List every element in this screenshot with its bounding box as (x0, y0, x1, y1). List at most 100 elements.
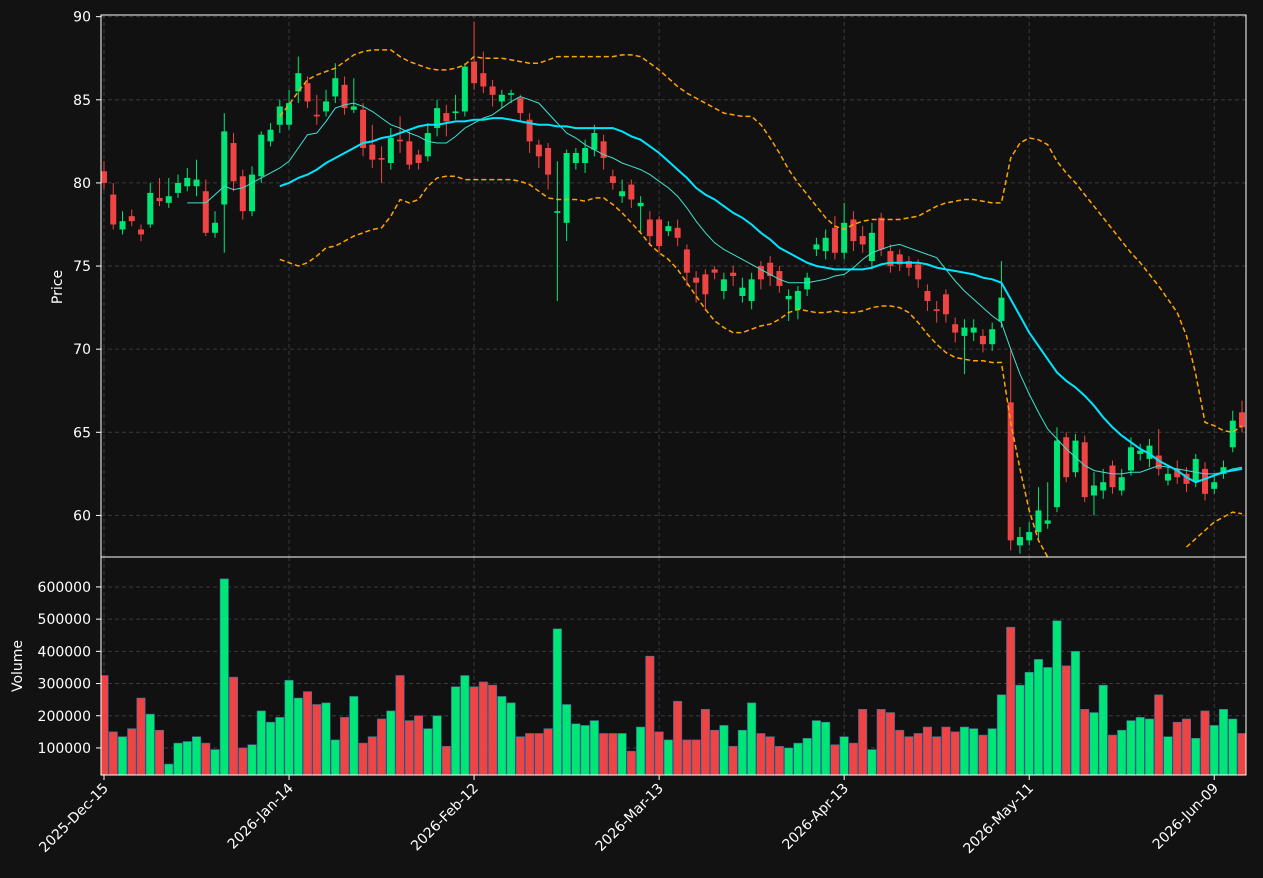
volume-bar (1006, 626, 1016, 775)
volume-bar (1163, 736, 1173, 775)
candle-body (221, 131, 228, 205)
candle-body (526, 119, 533, 142)
volume-bar (497, 696, 507, 775)
candle-body (1044, 520, 1051, 524)
y-tick-label: 300000 (38, 677, 91, 693)
y-tick-label: 60 (73, 508, 91, 524)
candle-body (961, 327, 968, 336)
y-tick-label: 400000 (38, 644, 91, 660)
volume-bar (219, 578, 229, 775)
candle-body (1183, 473, 1190, 484)
candle-body (212, 222, 219, 233)
candle-body (1164, 473, 1171, 481)
volume-bar (275, 717, 285, 775)
volume-bar (423, 728, 433, 775)
candle-body (1007, 402, 1014, 541)
volume-bar (747, 702, 757, 775)
candle-body (517, 98, 524, 114)
candle-body (1063, 437, 1070, 478)
volume-bar (312, 704, 322, 775)
candle-body (360, 109, 367, 149)
candle-body (1211, 482, 1218, 489)
volume-bar (432, 715, 442, 775)
volume-bar (155, 729, 165, 775)
candle-body (776, 271, 783, 286)
candle-body (175, 182, 182, 193)
candle-body (1118, 477, 1125, 491)
volume-bar (830, 744, 840, 775)
volume-axis-label: Volume (10, 640, 26, 692)
candle-body (628, 184, 635, 200)
volume-bar (802, 737, 812, 775)
volume-bar (118, 736, 128, 775)
candle-body (165, 196, 172, 203)
price-axis-label: Price (50, 270, 66, 304)
candle-body (831, 227, 838, 253)
volume-bar (839, 736, 849, 775)
volume-bar (1043, 667, 1053, 775)
candle-body (508, 93, 515, 95)
candle-body (249, 174, 256, 212)
candle-body (582, 148, 589, 163)
volume-bar (145, 713, 155, 775)
volume-bar (358, 742, 368, 775)
volume-bar (793, 742, 803, 775)
volume-bar (987, 728, 997, 775)
candle-body (600, 141, 607, 158)
candle-body (304, 83, 311, 102)
volume-bar (821, 721, 831, 775)
volume-bar (562, 704, 572, 775)
candle-body (822, 237, 829, 252)
candle-body (915, 264, 922, 280)
volume-bar (1154, 694, 1164, 775)
indicator-line (279, 49, 1243, 434)
volume-bar (571, 723, 581, 775)
candle-body (156, 197, 163, 202)
candle-body (415, 154, 422, 163)
candle-body (637, 202, 644, 207)
volume-bar (1228, 718, 1238, 775)
volume-bar (608, 733, 618, 775)
candle-body (572, 152, 579, 163)
candle-body (535, 144, 542, 157)
candle-body (341, 84, 348, 109)
candle-body (313, 114, 320, 117)
y-tick-label: 65 (73, 425, 91, 441)
candle-body (286, 103, 293, 125)
candle-body (461, 66, 468, 112)
volume-bar (691, 739, 701, 775)
volume-bar (127, 728, 137, 775)
volume-bar (599, 733, 609, 775)
candle-body (748, 279, 755, 301)
volume-bar (1033, 659, 1043, 775)
candle-body (239, 176, 246, 212)
volume-bar (636, 726, 646, 775)
candle-body (471, 61, 478, 84)
volume-bar (673, 700, 683, 775)
volume-bar (811, 720, 821, 775)
volume-bar (173, 742, 183, 775)
candle-body (665, 226, 672, 232)
volume-bar (626, 750, 636, 775)
candle-body (258, 134, 265, 177)
candle-body (924, 290, 931, 301)
candle-body (1146, 445, 1153, 459)
candle-body (147, 192, 154, 225)
volume-bar (552, 628, 562, 775)
candle-body (267, 129, 274, 142)
candle-body (1127, 447, 1134, 471)
volume-frame (100, 556, 1247, 776)
indicator-line (279, 117, 1243, 484)
candle-body (128, 216, 135, 222)
volume-bar (303, 691, 313, 775)
volume-bar (238, 747, 248, 775)
volume-bar (534, 733, 544, 775)
candle-body (609, 176, 616, 183)
candle-body (193, 179, 200, 187)
volume-bar (922, 726, 932, 775)
candle-body (554, 211, 561, 213)
y-tick-label: 70 (73, 342, 91, 358)
volume-bar (1209, 725, 1219, 775)
candle-body (905, 261, 912, 268)
volume-bar (885, 712, 895, 775)
